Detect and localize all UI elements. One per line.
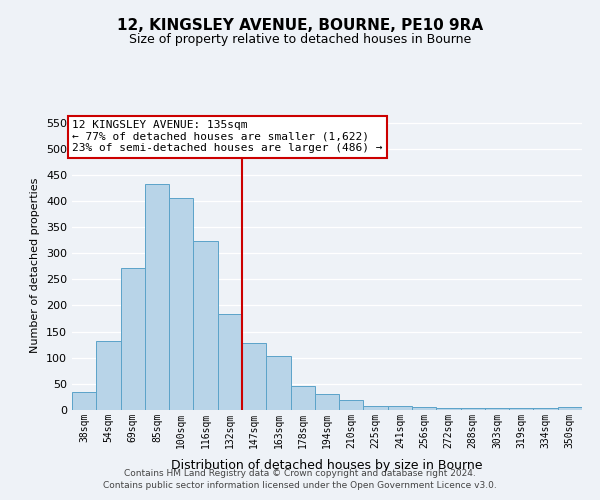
Bar	[558, 408, 582, 410]
Bar	[169, 198, 193, 410]
Bar	[533, 408, 558, 410]
Text: Size of property relative to detached houses in Bourne: Size of property relative to detached ho…	[129, 32, 471, 46]
Bar	[72, 392, 96, 410]
X-axis label: Distribution of detached houses by size in Bourne: Distribution of detached houses by size …	[171, 459, 483, 472]
Text: Contains public sector information licensed under the Open Government Licence v3: Contains public sector information licen…	[103, 480, 497, 490]
Bar	[315, 394, 339, 410]
Y-axis label: Number of detached properties: Number of detached properties	[31, 178, 40, 352]
Bar	[364, 406, 388, 410]
Bar	[121, 268, 145, 410]
Bar	[485, 408, 509, 410]
Bar	[436, 408, 461, 410]
Bar	[218, 314, 242, 410]
Bar	[339, 400, 364, 410]
Text: 12, KINGSLEY AVENUE, BOURNE, PE10 9RA: 12, KINGSLEY AVENUE, BOURNE, PE10 9RA	[117, 18, 483, 32]
Bar	[242, 343, 266, 410]
Text: Contains HM Land Registry data © Crown copyright and database right 2024.: Contains HM Land Registry data © Crown c…	[124, 469, 476, 478]
Bar	[266, 356, 290, 410]
Bar	[193, 241, 218, 410]
Bar	[145, 184, 169, 410]
Bar	[96, 340, 121, 410]
Bar	[290, 386, 315, 410]
Bar	[461, 408, 485, 410]
Bar	[388, 406, 412, 410]
Text: 12 KINGSLEY AVENUE: 135sqm
← 77% of detached houses are smaller (1,622)
23% of s: 12 KINGSLEY AVENUE: 135sqm ← 77% of deta…	[72, 120, 383, 153]
Bar	[412, 408, 436, 410]
Bar	[509, 408, 533, 410]
